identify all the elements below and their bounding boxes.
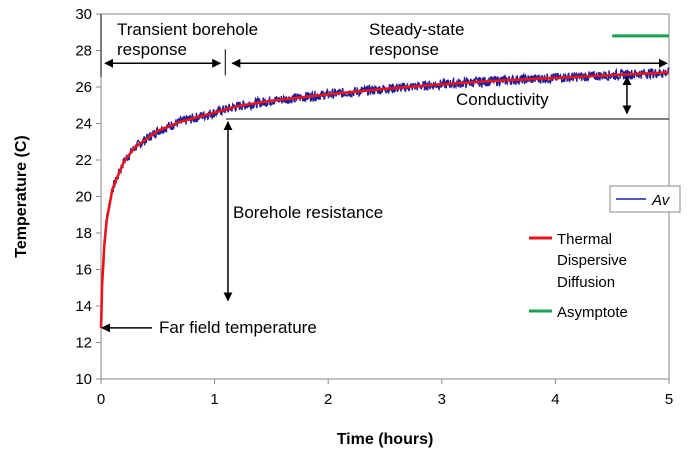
legend-label-dispersive: Dispersive [557,252,627,269]
y-tick-label: 14 [75,298,92,315]
far-field-temperature-label: Far field temperature [159,318,317,337]
series-line-thermal-dispersive-diffusion [99,71,670,328]
y-axis-title: Temperature (C) [13,135,30,257]
y-tick-label: 30 [75,6,92,23]
y-tick-label: 16 [75,262,92,279]
y-tick-label: 10 [75,371,92,388]
legend-label-asymptote: Asymptote [557,304,628,321]
legend-label-av: Av [651,192,671,209]
x-tick-label: 4 [551,391,559,408]
y-tick-label: 22 [75,152,92,169]
annotation-layer [100,14,669,333]
y-tick-label: 26 [75,79,92,96]
x-axis-title: Time (hours) [337,431,434,448]
x-tick-label: 1 [210,391,218,408]
x-tick-label: 3 [438,391,446,408]
legend-box-partial: Av [609,185,681,213]
legend-label-diffusion: Diffusion [557,274,615,291]
legend-label-thermal: Thermal [557,231,612,248]
y-tick-label: 18 [75,225,92,242]
series-layer [99,34,670,328]
x-axis-ticks: 0 1 2 3 4 5 [97,379,673,408]
x-tick-label: 5 [665,391,673,408]
conductivity-label: Conductivity [456,90,549,109]
transient-response-label-line1: Transient borehole [117,20,258,39]
series-line-av [100,67,670,328]
legend: Thermal Dispersive Diffusion Asymptote [529,231,628,321]
x-tick-label: 2 [324,391,332,408]
y-tick-label: 24 [75,116,92,133]
y-tick-label: 20 [75,189,92,206]
y-tick-label: 12 [75,335,92,352]
transient-response-label-line2: response [117,40,187,59]
steady-state-label-line1: Steady-state [369,20,464,39]
y-tick-label: 28 [75,43,92,60]
steady-state-label-line2: response [369,40,439,59]
borehole-resistance-label: Borehole resistance [233,203,383,222]
y-axis-ticks: 10 12 14 16 18 20 22 24 26 28 30 [75,6,101,388]
x-tick-label: 0 [97,391,105,408]
